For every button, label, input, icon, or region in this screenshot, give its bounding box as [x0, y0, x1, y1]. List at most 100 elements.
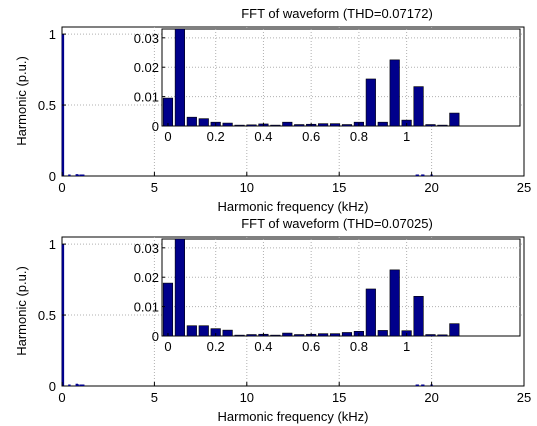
chart-bottom-xtick-label: 5 [151, 390, 158, 405]
chart-bottom-spectrum-bar [80, 384, 83, 386]
chart-top-xtick-label: 5 [151, 180, 158, 195]
chart-bottom-inset-bar [413, 296, 424, 337]
chart-bottom-inset-bar [162, 282, 174, 337]
chart-top-inset-bar [234, 124, 245, 127]
chart-bottom-inset-bar [365, 288, 376, 337]
chart-top-inset-bar [425, 124, 436, 127]
chart-top-ytick-label: 0.5 [38, 98, 56, 113]
chart-bottom-inset-grid [162, 239, 520, 336]
chart-top-inset-xtick-label: 0.4 [254, 129, 272, 144]
chart-top-inset-xtick-label: 0.6 [302, 129, 320, 144]
chart-top-inset-bar [294, 124, 305, 127]
chart-top-inset-xtick-label: 0.2 [207, 129, 225, 144]
chart-bottom-inset-bar [318, 333, 329, 337]
chart-bottom-ytick-label: 1 [49, 237, 56, 252]
chart-bottom-inset-bar [282, 332, 293, 337]
chart-top-ylabel: Harmonic (p.u.) [14, 56, 29, 146]
chart-top-spectrum-bar [82, 174, 85, 176]
chart-top-xlabel: Harmonic frequency (kHz) [218, 199, 369, 214]
chart-bottom-inset-bar [425, 334, 436, 337]
chart-top-inset-bar [174, 28, 185, 127]
chart-top-inset-ytick-label: 0.01 [134, 90, 159, 105]
chart-top-inset-ytick-label: 0.03 [134, 31, 159, 46]
chart-top-inset-bar [222, 122, 233, 127]
chart-top-ytick-label: 1 [49, 27, 56, 42]
chart-bottom-spectrum-bar [422, 384, 425, 386]
chart-bottom-ytick-label: 0 [49, 379, 56, 394]
chart-bottom-xlabel: Harmonic frequency (kHz) [218, 409, 369, 424]
chart-top-spectrum-bar [76, 174, 79, 176]
chart-top-inset-plot-area [161, 28, 521, 127]
chart-bottom-inset-xtick-label: 0.8 [350, 339, 368, 354]
chart-top-spectrum-bar [422, 174, 425, 176]
chart-bottom-xtick-label: 20 [424, 390, 438, 405]
chart-top-inset-bar [318, 123, 329, 127]
chart-top-inset-bar [341, 124, 353, 127]
chart-bottom-xtick-label: 15 [332, 390, 346, 405]
chart-top-inset-bars [162, 28, 460, 127]
chart-top-inset-bar [413, 86, 424, 127]
chart-bottom-inset-bar [437, 334, 448, 337]
chart-top-inset-bar [186, 116, 197, 127]
chart-bottom-inset: 0 0.2 0.4 0.6 0.8 1 0 0.01 0.02 0.03 [134, 238, 521, 354]
chart-bottom-inset-bar [329, 333, 341, 337]
chart-top-xtick-label: 0 [58, 180, 65, 195]
chart-bottom-inset-bar [270, 334, 281, 337]
chart-bottom-ylabel: Harmonic (p.u.) [14, 266, 29, 356]
chart-bottom-inset-bar [449, 323, 460, 337]
chart-top-inset: 0 0.2 0.4 0.6 0.8 1 0 0.01 0.02 0.03 [134, 28, 521, 144]
chart-bottom-inset-bar [246, 334, 257, 337]
chart-bottom-inset-bar [186, 325, 197, 337]
chart-top-inset-bar [389, 59, 400, 127]
chart-bottom-xtick-label: 10 [240, 390, 254, 405]
chart-top-inset-grid [162, 29, 520, 126]
chart-top-xtick-label: 20 [424, 180, 438, 195]
chart-bottom-inset-xtick-label: 0.2 [207, 339, 225, 354]
chart-bottom-inset-bar [341, 332, 353, 337]
chart-bottom-inset-ytick-label: 0.02 [134, 270, 159, 285]
chart-top-xtick-label: 25 [517, 180, 531, 195]
chart-bottom-inset-plot-area [161, 238, 521, 337]
chart-bottom-spectrum-bar [416, 384, 419, 386]
chart-top-title: FFT of waveform (THD=0.07172) [241, 6, 433, 21]
chart-bottom-inset-ytick-label: 0 [152, 329, 159, 344]
chart-bottom-inset-bar [198, 325, 209, 337]
chart-bottom-inset-xtick-label: 1 [403, 339, 410, 354]
chart-top-xtick-label: 15 [332, 180, 346, 195]
chart-top-inset-bar [377, 121, 388, 127]
chart-top-inset-xtick-label: 0 [164, 129, 171, 144]
chart-top-inset-ytick-label: 0.02 [134, 60, 159, 75]
chart-top-inset-bar [329, 123, 341, 127]
chart-top-inset-xtick-label: 1 [403, 129, 410, 144]
chart-top-xtick-label: 10 [240, 180, 254, 195]
chart-bottom-xtick-label: 25 [517, 390, 531, 405]
chart-top-inset-bar [162, 97, 174, 127]
chart-top-inset-bar [246, 124, 257, 127]
chart-bottom-inset-bar [389, 269, 400, 337]
chart-top-inset-bar [270, 124, 281, 127]
chart-bottom-inset-bar [377, 330, 388, 337]
chart-top-spectrum-bar [416, 174, 419, 176]
chart-bottom: FFT of waveform (THD=0.07025) 0 5 10 15 20 25… [14, 216, 531, 424]
chart-top-inset-ytick-label: 0 [152, 119, 159, 134]
chart-bottom-spectrum-bar [76, 384, 79, 386]
chart-bottom-inset-xtick-label: 0.6 [302, 339, 320, 354]
chart-bottom-inset-xtick-label: 0.4 [254, 339, 272, 354]
chart-top-inset-bar [198, 118, 209, 127]
chart-top-inset-bar [282, 121, 293, 127]
chart-bottom-spectrum-bar [68, 384, 71, 386]
chart-bottom-inset-ticks: 0 0.2 0.4 0.6 0.8 1 0 0.01 0.02 0.03 [134, 241, 411, 354]
chart-bottom-inset-bar [234, 334, 245, 337]
chart-top-spectrum-bar [80, 174, 83, 176]
chart-top-inset-bar [365, 78, 376, 127]
chart-top-inset-bar [449, 112, 460, 127]
chart-bottom-inset-bar [174, 238, 185, 337]
chart-bottom-ytick-label: 0.5 [38, 308, 56, 323]
chart-bottom-xtick-label: 0 [58, 390, 65, 405]
chart-top: FFT of waveform (THD=0.07172) 0 5 10 15 20 25… [14, 6, 531, 214]
chart-top-inset-ticks: 0 0.2 0.4 0.6 0.8 1 0 0.01 0.02 0.03 [134, 31, 411, 144]
chart-top-inset-xtick-label: 0.8 [350, 129, 368, 144]
chart-bottom-inset-xtick-label: 0 [164, 339, 171, 354]
chart-bottom-inset-bar [222, 329, 233, 337]
